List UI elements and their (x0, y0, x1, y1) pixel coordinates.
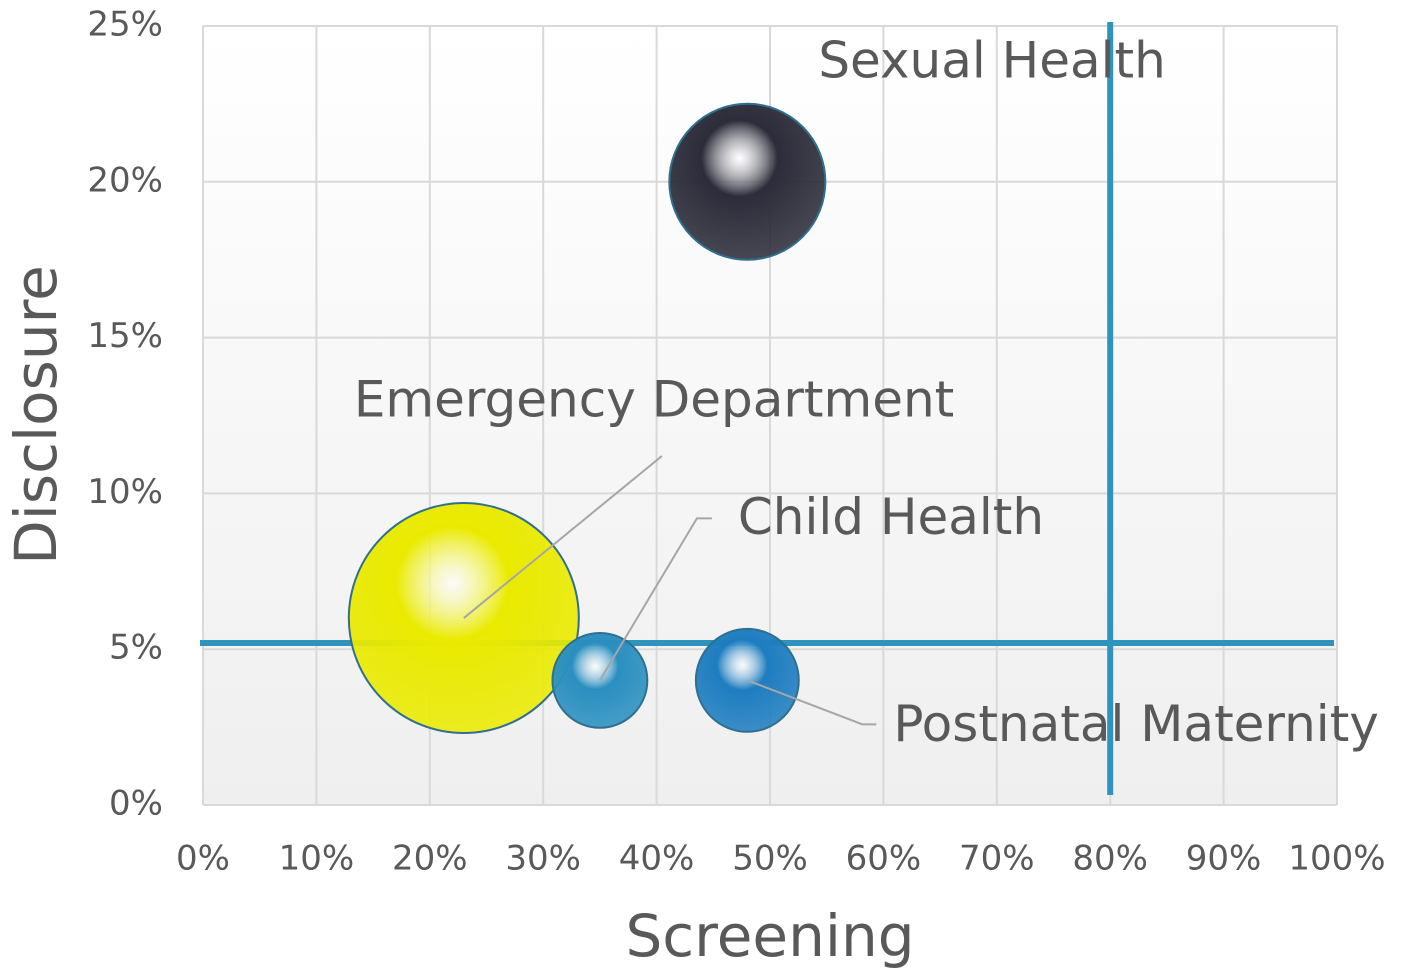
y-tick-label: 10% (87, 472, 163, 512)
y-tick-label: 15% (87, 316, 163, 356)
x-tick-label: 20% (392, 839, 468, 879)
x-tick-label: 70% (959, 839, 1035, 879)
y-tick-label: 5% (109, 628, 163, 668)
leader-line (746, 679, 877, 726)
x-tick-label: 10% (279, 839, 355, 879)
x-tick-label: 80% (1072, 839, 1148, 879)
x-tick-label: 40% (619, 839, 695, 879)
y-tick-label: 20% (87, 160, 163, 200)
x-tick-label: 0% (176, 839, 230, 879)
x-tick-label: 100% (1288, 839, 1385, 879)
y-tick-label: 0% (109, 784, 163, 824)
x-tick-label: 60% (846, 839, 922, 879)
data-label: Emergency Department (354, 371, 954, 429)
x-tick-label: 30% (505, 839, 581, 879)
x-tick-label: 90% (1186, 839, 1262, 879)
bubble (668, 102, 827, 261)
x-tick-label: 50% (732, 839, 808, 879)
x-axis-title: Screening (625, 902, 914, 970)
data-label: Postnatal Maternity (893, 695, 1379, 753)
y-axis-title: Disclosure (2, 265, 70, 565)
y-tick-label: 25% (87, 5, 163, 45)
data-label: Child Health (738, 488, 1044, 546)
leader-line (599, 517, 712, 681)
leader-line (463, 455, 663, 619)
data-label: Sexual Health (818, 31, 1166, 89)
